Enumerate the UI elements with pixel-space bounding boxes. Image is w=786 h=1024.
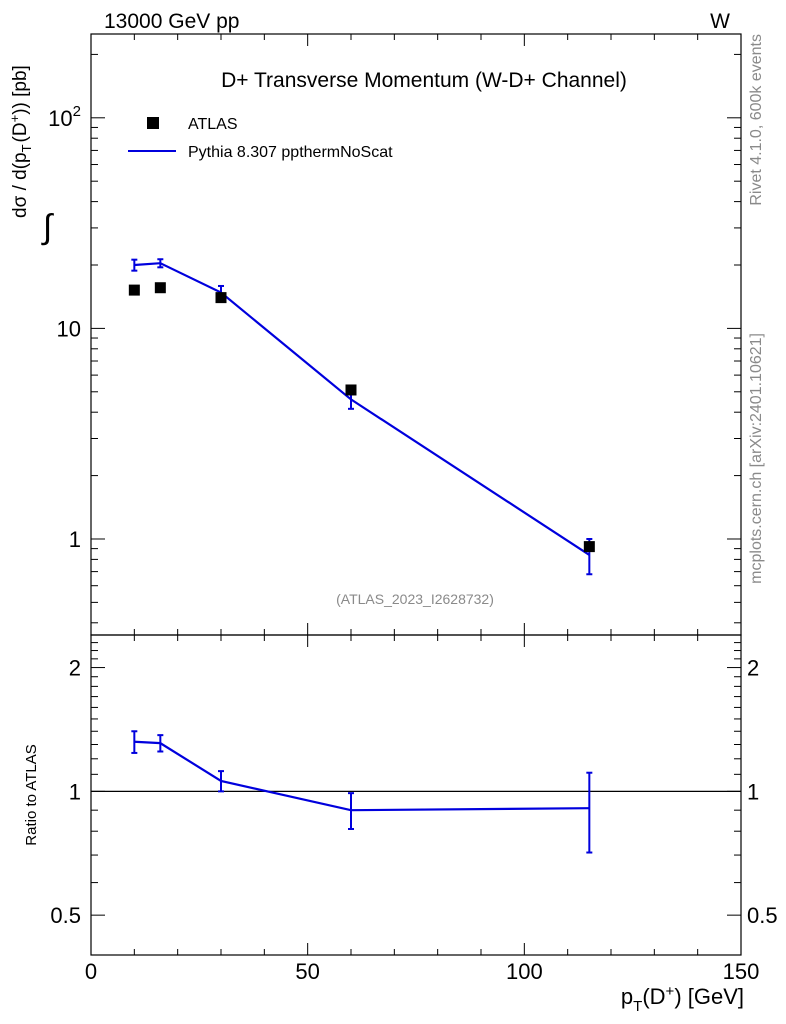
collision-energy-label: 13000 GeV pp bbox=[104, 10, 239, 33]
main-y-axis-label: ∫ dσ / d(pT(D+)) [pb] bbox=[7, 65, 54, 246]
y-axis-title: dσ / d(pT(D+)) [pb] bbox=[7, 65, 34, 218]
ratio-y-axis-title: Ratio to ATLAS bbox=[23, 744, 40, 845]
x-tick-label: 100 bbox=[506, 959, 543, 984]
ratio-y-tick-label-left: 2 bbox=[69, 656, 81, 681]
x-tick-label: 0 bbox=[85, 959, 97, 984]
y-tick-label: 10 bbox=[57, 316, 81, 341]
y-tick-label: 102 bbox=[48, 103, 81, 131]
atlas-data-point bbox=[345, 384, 357, 396]
ratio-y-tick-label-right: 0.5 bbox=[747, 903, 778, 928]
main-axis-ticks bbox=[90, 34, 742, 635]
atlas-data-point bbox=[583, 541, 595, 553]
process-label: W bbox=[710, 10, 730, 33]
legend-atlas-label: ATLAS bbox=[188, 116, 238, 133]
x-tick-labels: 0 50 100 150 bbox=[85, 959, 759, 984]
ratio-series bbox=[131, 730, 593, 854]
atlas-series bbox=[128, 282, 595, 553]
rivet-info-label: Rivet 4.1.0, 600k events bbox=[748, 34, 765, 206]
chart-title: D+ Transverse Momentum (W-D+ Channel) bbox=[221, 69, 627, 92]
ratio-y-tick-label-left: 0.5 bbox=[50, 903, 81, 928]
analysis-id-watermark: (ATLAS_2023_I2628732) bbox=[336, 591, 494, 607]
legend-atlas-marker bbox=[147, 117, 159, 129]
ratio-axis-ticks bbox=[90, 634, 742, 956]
x-axis-title: pT(D+) [GeV] bbox=[621, 983, 744, 1015]
atlas-data-point bbox=[215, 292, 227, 304]
legend-pythia-label: Pythia 8.307 ppthermNoScat bbox=[188, 144, 393, 161]
atlas-data-point bbox=[128, 284, 140, 296]
pythia-series bbox=[131, 258, 593, 576]
ratio-y-tick-label-right: 1 bbox=[747, 779, 759, 804]
atlas-data-point bbox=[154, 282, 166, 294]
mcplots-info-label: mcplots.cern.ch [arXiv:2401.10621] bbox=[748, 333, 765, 584]
ratio-y-tick-labels: 0.5 0.5 1 1 2 2 bbox=[50, 656, 777, 929]
ratio-panel-frame bbox=[90, 634, 742, 956]
x-tick-label: 150 bbox=[723, 959, 760, 984]
ratio-y-tick-label-left: 1 bbox=[69, 779, 81, 804]
legend: ATLAS Pythia 8.307 ppthermNoScat bbox=[128, 116, 393, 161]
x-tick-label: 50 bbox=[295, 959, 319, 984]
y-tick-label: 1 bbox=[69, 527, 81, 552]
ratio-line bbox=[134, 740, 590, 812]
ratio-y-tick-label-right: 2 bbox=[747, 656, 759, 681]
integral-sign: ∫ bbox=[41, 208, 54, 246]
main-y-tick-labels: 1 10 102 bbox=[48, 103, 81, 552]
pythia-line bbox=[134, 262, 590, 556]
